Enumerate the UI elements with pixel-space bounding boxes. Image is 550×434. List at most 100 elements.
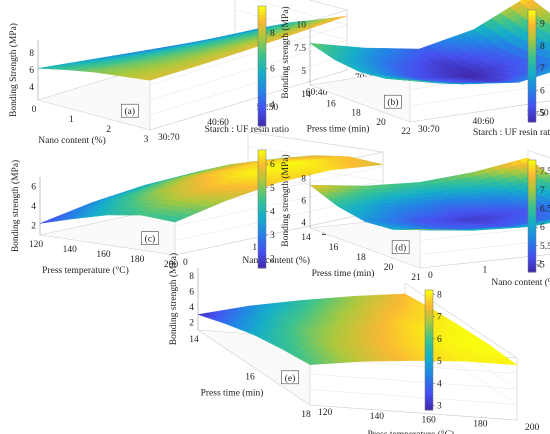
y-tick-label: 30:70 [158, 133, 180, 143]
colorbar-segment [528, 210, 536, 214]
colorbar-segment [528, 207, 536, 211]
colorbar-segment [258, 30, 266, 34]
colorbar-tick-label: 9 [540, 19, 545, 29]
x-axis-label: Press time (min) [201, 388, 264, 399]
x-axis-label: Press temperature (°C) [42, 265, 129, 276]
surface [197, 293, 518, 366]
z-tick-label: 6 [301, 197, 306, 207]
colorbar-tick-label: 5 [540, 109, 545, 119]
colorbar-segment [425, 326, 433, 330]
colorbar-frame [424, 289, 434, 411]
colorbar-segment [528, 15, 536, 19]
y-tick-label: 40:60 [473, 117, 495, 127]
colorbar-segment [425, 344, 433, 348]
colorbar-segment [528, 182, 536, 186]
colorbar-segment [425, 401, 433, 405]
x-tick-label: 0 [32, 105, 37, 115]
colorbar-segment [425, 353, 433, 357]
colorbar-segment [528, 204, 536, 209]
colorbar-segment [258, 158, 266, 163]
colorbar-segment [528, 238, 536, 242]
surface [39, 155, 384, 224]
colorbar-tick-label: 7 [540, 186, 545, 196]
colorbar-segment [258, 226, 266, 231]
colorbar-segment [258, 229, 266, 234]
x-tick-label: 1 [69, 115, 74, 125]
colorbar: 5 6 7 8 9 [527, 9, 545, 123]
surface-patch [304, 361, 320, 365]
colorbar-segment [528, 52, 536, 56]
y-tick-label: 140 [370, 412, 385, 422]
colorbar-segment [425, 404, 433, 408]
panel-letter: (a) [125, 106, 136, 117]
panel-letter: (b) [387, 97, 398, 108]
colorbar-segment [528, 94, 536, 98]
colorbar-segment [425, 347, 433, 351]
colorbar-segment [425, 377, 433, 381]
colorbar-segment [528, 162, 536, 167]
z-tick-label: 8 [301, 175, 306, 185]
x-axis-label: Nano content (%) [38, 135, 106, 146]
colorbar-segment [258, 45, 266, 49]
colorbar-segment [528, 113, 536, 117]
colorbar-segment [258, 87, 266, 91]
colorbar-segment [528, 91, 536, 95]
z-tick-label: 4 [31, 202, 36, 212]
colorbar-segment [528, 255, 536, 259]
colorbar-segment [258, 200, 266, 204]
y-axis-label: Starch : UF resin ratio [205, 125, 290, 135]
panel-letter: (d) [395, 243, 406, 254]
colorbar-segment [528, 176, 536, 181]
colorbar-tick-label: 5.5 [540, 242, 550, 252]
colorbar-segment [528, 38, 536, 42]
colorbar-tick-label: 7.5 [540, 167, 550, 177]
colorbar-segment [425, 398, 433, 402]
z-tick-label: 6 [29, 66, 34, 76]
colorbar-segment [528, 188, 536, 192]
colorbar-segment [425, 356, 433, 360]
colorbar-segment [528, 35, 536, 39]
colorbar-tick-label: 7 [540, 64, 545, 74]
colorbar-segment [258, 203, 266, 207]
colorbar-segment [425, 380, 433, 384]
colorbar: 5 5.5 6 6.5 7 7.5 [527, 159, 550, 273]
z-axis-label: Bonding Strength (MPa) [8, 23, 19, 117]
colorbar-segment [425, 383, 433, 387]
colorbar-segment [528, 26, 536, 31]
z-tick-label: 6 [189, 287, 194, 297]
colorbar-segment [258, 66, 266, 70]
colorbar-segment [528, 18, 536, 22]
colorbar-segment [258, 123, 266, 127]
colorbar-segment [258, 15, 266, 19]
colorbar-segment [528, 213, 536, 217]
colorbar-segment [258, 108, 266, 112]
colorbar-segment [258, 206, 266, 210]
colorbar-segment [528, 241, 536, 245]
colorbar: 2 3 4 5 6 [257, 149, 275, 269]
x-tick-label: 14 [301, 233, 311, 243]
colorbar-segment [528, 80, 536, 84]
x-tick-label: 16 [245, 373, 255, 383]
colorbar-segment [258, 33, 266, 37]
x-tick-label: 18 [351, 109, 361, 119]
y-axis-label: Press temperature (°C) [367, 429, 454, 434]
colorbar-segment [258, 51, 266, 55]
colorbar-tick-label: 8 [437, 290, 442, 300]
colorbar-tick-label: 8 [540, 42, 545, 52]
colorbar-segment [528, 218, 536, 223]
x-tick-label: 20 [376, 118, 386, 128]
colorbar-segment [258, 105, 266, 109]
colorbar-segment [528, 63, 536, 67]
colorbar-segment [528, 269, 536, 273]
grid-line [309, 373, 518, 390]
grid-line [527, 163, 550, 173]
grid-line [149, 24, 348, 86]
colorbar-segment [528, 99, 536, 103]
z-tick-label: 5 [301, 67, 306, 77]
colorbar-segment [258, 120, 266, 124]
colorbar-segment [425, 293, 433, 297]
colorbar-segment [425, 299, 433, 303]
colorbar-tick-label: 5 [540, 261, 545, 271]
z-axis-label: Bonding strength (MPa) [168, 253, 179, 345]
